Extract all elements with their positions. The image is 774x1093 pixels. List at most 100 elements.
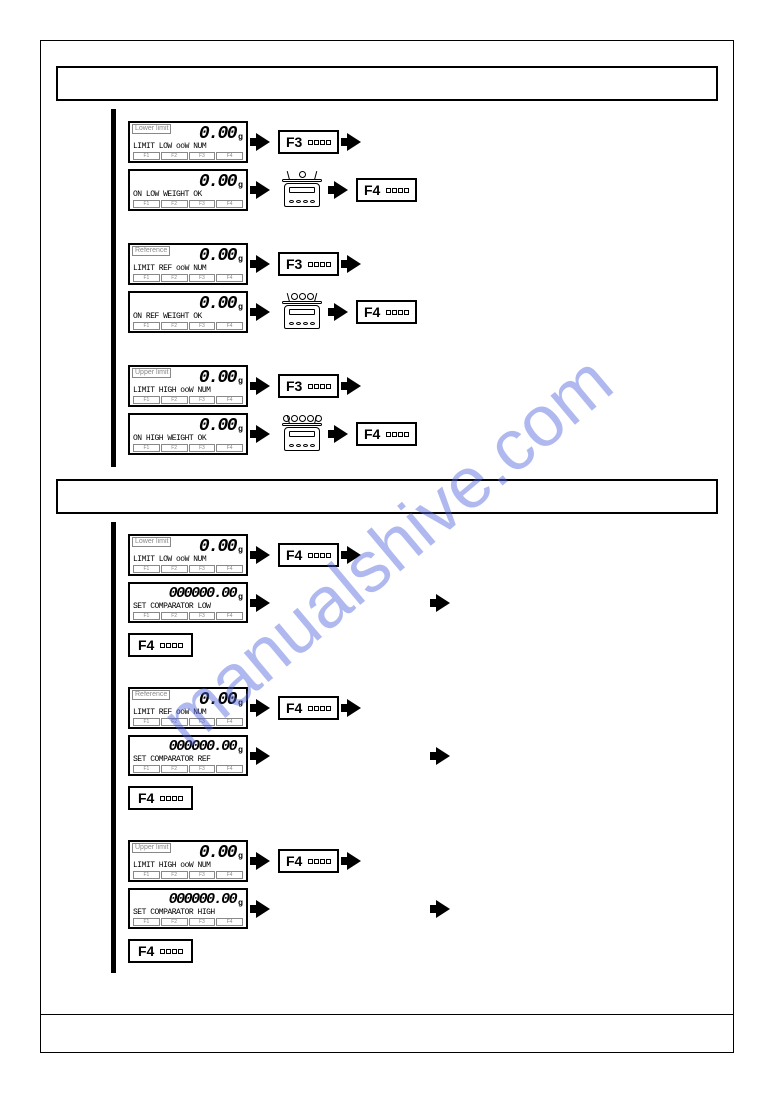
lcd-fkey-row: F1F2F3F4 xyxy=(133,871,243,879)
lcd-fkey: F4 xyxy=(216,918,243,926)
btn-squares xyxy=(308,262,331,267)
lcd-fkey: F3 xyxy=(189,612,216,620)
lcd-s1-lower-1: Lower limit 0.00g LIMIT LOW ooW NUM F1F2… xyxy=(128,121,248,163)
lcd-subtext: SET COMPARATOR LOW xyxy=(133,603,243,611)
f4-button[interactable]: F4 xyxy=(356,300,417,324)
lcd-fkey: F2 xyxy=(161,200,188,208)
lcd-value: 0.00 xyxy=(199,247,236,265)
arrow-right-icon xyxy=(256,699,270,717)
lcd-fkey: F1 xyxy=(133,565,160,573)
arrow-right-icon xyxy=(256,303,270,321)
lcd-tag: Lower limit xyxy=(132,537,171,547)
arrow-right-icon xyxy=(256,255,270,273)
btn-squares xyxy=(160,796,183,801)
arrow-right-icon xyxy=(334,181,348,199)
btn-squares xyxy=(386,188,409,193)
f4-button[interactable]: F4 xyxy=(128,786,193,810)
lcd-fkey: F1 xyxy=(133,612,160,620)
scale-icon xyxy=(278,413,326,455)
s2-upper-row2: 000000.00g SET COMPARATOR HIGH F1F2F3F4 xyxy=(128,888,718,929)
lcd-s2-ref-2: 000000.00g SET COMPARATOR REF F1F2F3F4 xyxy=(128,735,248,776)
lcd-fkey: F2 xyxy=(161,918,188,926)
lcd-fkey: F2 xyxy=(161,765,188,773)
btn-squares xyxy=(308,553,331,558)
f4-button[interactable]: F4 xyxy=(278,543,339,567)
f4-button[interactable]: F4 xyxy=(278,849,339,873)
btn-squares xyxy=(308,384,331,389)
section-2-body: Lower limit 0.00g LIMIT LOW ooW NUM F1F2… xyxy=(111,522,718,973)
btn-label: F4 xyxy=(286,853,302,869)
lcd-fkey: F2 xyxy=(161,396,188,404)
lcd-fkey-row: F1F2F3F4 xyxy=(133,765,243,773)
lcd-value: 0.00 xyxy=(199,295,236,313)
lcd-fkey: F1 xyxy=(133,918,160,926)
footer-rule xyxy=(40,1014,734,1015)
f4-button[interactable]: F4 xyxy=(356,178,417,202)
btn-squares xyxy=(308,140,331,145)
lcd-subtext: ON HIGH WEIGHT OK xyxy=(133,435,243,443)
lcd-fkey: F4 xyxy=(216,565,243,573)
btn-label: F4 xyxy=(286,700,302,716)
lcd-fkey: F1 xyxy=(133,718,160,726)
lcd-unit: g xyxy=(238,424,243,433)
f4-button[interactable]: F4 xyxy=(278,696,339,720)
f4-button[interactable]: F4 xyxy=(128,939,193,963)
lcd-value: 0.00 xyxy=(199,691,236,709)
btn-label: F4 xyxy=(138,790,154,806)
btn-label: F4 xyxy=(138,943,154,959)
lcd-fkey: F4 xyxy=(216,612,243,620)
f4-button[interactable]: F4 xyxy=(356,422,417,446)
arrow-right-icon xyxy=(256,594,270,612)
lcd-subtext: LIMIT REF ooW NUM xyxy=(133,709,243,717)
section-2-header xyxy=(56,479,718,514)
lcd-fkey: F3 xyxy=(189,718,216,726)
lcd-fkey: F3 xyxy=(189,274,216,282)
lcd-fkey: F2 xyxy=(161,152,188,160)
lcd-fkey: F4 xyxy=(216,200,243,208)
s1-upper-row1: Upper limit 0.00g LIMIT HIGH ooW NUM F1F… xyxy=(128,365,718,407)
lcd-fkey: F4 xyxy=(216,871,243,879)
lcd-fkey: F1 xyxy=(133,396,160,404)
s1-lower-row2: 0.00g ON LOW WEIGHT OK F1F2F3F4 F4 xyxy=(128,169,718,211)
btn-squares xyxy=(308,859,331,864)
f3-button[interactable]: F3 xyxy=(278,130,339,154)
lcd-value: 0.00 xyxy=(199,417,236,435)
lcd-fkey: F1 xyxy=(133,765,160,773)
lcd-subtext: LIMIT LOW ooW NUM xyxy=(133,556,243,564)
lcd-s2-upper-2: 000000.00g SET COMPARATOR HIGH F1F2F3F4 xyxy=(128,888,248,929)
lcd-unit: g xyxy=(238,698,243,707)
lcd-s2-lower-1: Lower limit 0.00g LIMIT LOW ooW NUM F1F2… xyxy=(128,534,248,576)
scale-icon xyxy=(278,169,326,211)
arrow-right-icon xyxy=(256,181,270,199)
lcd-subtext: SET COMPARATOR REF xyxy=(133,756,243,764)
lcd-s1-upper-2: 0.00g ON HIGH WEIGHT OK F1F2F3F4 xyxy=(128,413,248,455)
arrow-right-icon xyxy=(436,747,450,765)
btn-label: F4 xyxy=(364,304,380,320)
lcd-fkey: F2 xyxy=(161,612,188,620)
arrow-right-icon xyxy=(347,133,361,151)
lcd-fkey: F4 xyxy=(216,274,243,282)
lcd-unit: g xyxy=(238,302,243,311)
lcd-fkey: F2 xyxy=(161,322,188,330)
lcd-fkey-row: F1F2F3F4 xyxy=(133,718,243,726)
lcd-fkey: F1 xyxy=(133,322,160,330)
lcd-s1-ref-1: Reference 0.00g LIMIT REF ooW NUM F1F2F3… xyxy=(128,243,248,285)
lcd-unit: g xyxy=(238,545,243,554)
arrow-right-icon xyxy=(334,303,348,321)
btn-squares xyxy=(308,706,331,711)
lcd-fkey: F1 xyxy=(133,152,160,160)
f3-button[interactable]: F3 xyxy=(278,374,339,398)
lcd-subtext: LIMIT REF ooW NUM xyxy=(133,265,243,273)
f3-button[interactable]: F3 xyxy=(278,252,339,276)
s1-upper-row2: 0.00g ON HIGH WEIGHT OK F1F2F3F4 F4 xyxy=(128,413,718,455)
lcd-tag: Upper limit xyxy=(132,368,171,378)
lcd-fkey-row: F1F2F3F4 xyxy=(133,200,243,208)
section-1-body: Lower limit 0.00g LIMIT LOW ooW NUM F1F2… xyxy=(111,109,718,467)
arrow-right-icon xyxy=(347,255,361,273)
lcd-fkey: F2 xyxy=(161,565,188,573)
arrow-right-icon xyxy=(347,699,361,717)
lcd-fkey: F4 xyxy=(216,322,243,330)
lcd-fkey: F3 xyxy=(189,444,216,452)
lcd-value: 0.00 xyxy=(199,125,236,143)
f4-button[interactable]: F4 xyxy=(128,633,193,657)
